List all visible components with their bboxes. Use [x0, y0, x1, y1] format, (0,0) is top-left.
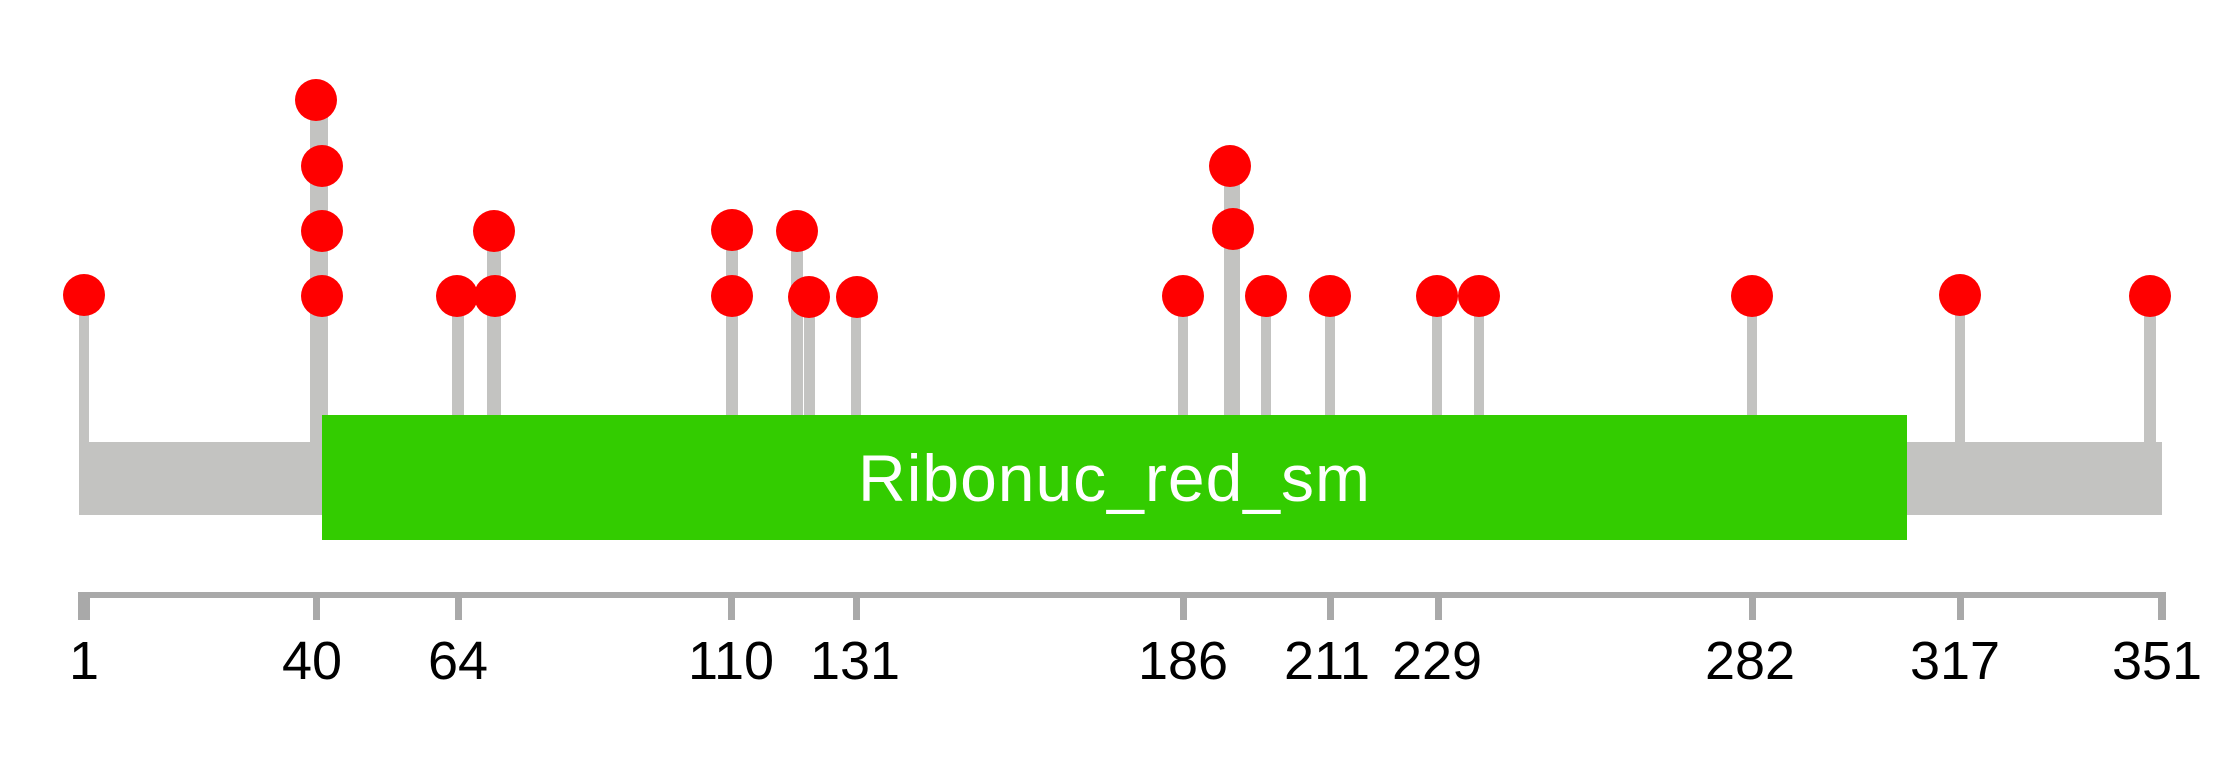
axis-tick — [78, 592, 90, 620]
axis-tick-label: 282 — [1704, 631, 1796, 691]
mutation-stem — [1325, 296, 1335, 452]
axis-tick-label: 131 — [809, 631, 901, 691]
axis-tick — [1179, 592, 1187, 620]
axis-tick — [727, 592, 735, 620]
axis-line — [82, 592, 2166, 598]
axis-tick-label: 110 — [687, 631, 775, 691]
mutation-stem — [79, 295, 89, 452]
axis-tick-label: 351 — [2111, 631, 2203, 691]
mutation-circle — [711, 209, 753, 251]
mutation-circle — [295, 79, 337, 121]
axis-tick-label: 64 — [427, 631, 489, 691]
axis-tick — [454, 592, 462, 620]
mutation-circle — [788, 276, 830, 318]
axis-tick — [312, 592, 320, 620]
axis-tick — [1956, 592, 1964, 620]
mutation-circle — [836, 276, 878, 318]
mutation-circle — [1162, 275, 1204, 317]
mutation-circle — [1209, 145, 1251, 187]
mutation-stem — [2144, 296, 2156, 452]
mutation-circle — [473, 210, 515, 252]
mutation-circle — [711, 275, 753, 317]
mutation-circle — [1458, 275, 1500, 317]
axis-tick-label: 40 — [281, 631, 343, 691]
axis-tick-label: 317 — [1909, 631, 2001, 691]
mutation-stem — [1178, 296, 1188, 452]
mutation-circle — [2129, 275, 2171, 317]
axis-tick-label: 211 — [1283, 631, 1371, 691]
mutation-stem — [1432, 296, 1442, 452]
mutation-stem — [851, 297, 861, 452]
axis-tick — [1748, 592, 1756, 620]
mutation-circle — [1939, 274, 1981, 316]
mutation-stem — [1474, 296, 1484, 452]
mutation-circle — [1212, 208, 1254, 250]
mutation-circle — [301, 210, 343, 252]
mutation-circle — [474, 275, 516, 317]
domain-label: Ribonuc_red_sm — [858, 440, 1371, 515]
mutation-circle — [1245, 275, 1287, 317]
mutation-circle — [1731, 275, 1773, 317]
mutation-stem — [1955, 295, 1965, 452]
mutation-circle — [1416, 275, 1458, 317]
mutation-circle — [436, 275, 478, 317]
axis-tick — [852, 592, 860, 620]
mutation-circle — [1309, 275, 1351, 317]
axis-tick-label: 186 — [1137, 631, 1229, 691]
mutation-circle — [776, 210, 818, 252]
axis-tick — [1434, 592, 1442, 620]
mutation-circle — [301, 275, 343, 317]
axis-tick — [1326, 592, 1334, 620]
mutation-stem — [452, 296, 464, 452]
mutation-circle — [63, 274, 105, 316]
mutation-circle — [301, 145, 343, 187]
mutation-stem — [1747, 296, 1757, 452]
mutation-stem — [803, 297, 815, 452]
axis-tick-label: 1 — [68, 631, 100, 691]
mutation-stem — [1261, 296, 1271, 452]
domain-box: Ribonuc_red_sm — [322, 415, 1907, 540]
axis-tick-label: 229 — [1391, 631, 1483, 691]
axis-tick — [2158, 592, 2166, 620]
